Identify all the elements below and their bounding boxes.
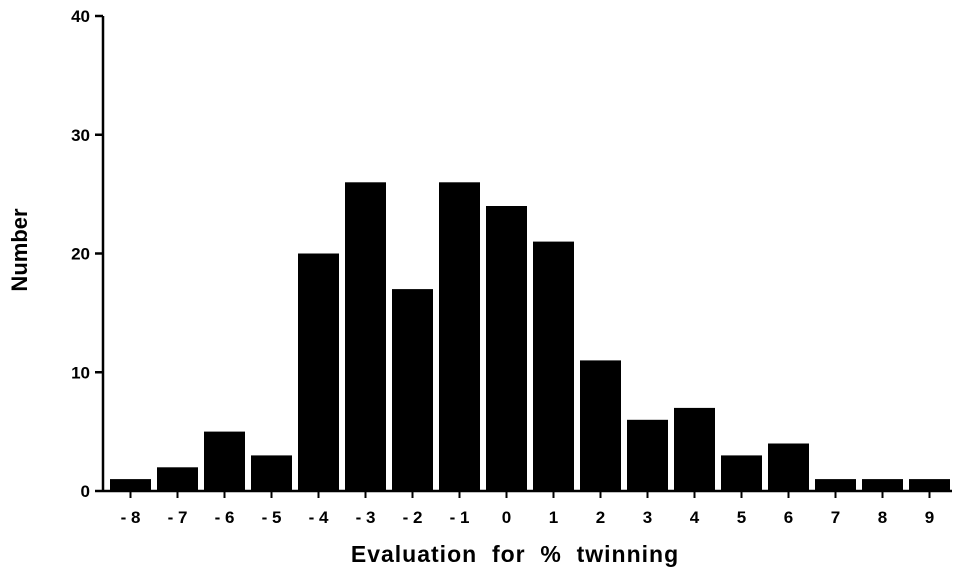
bar-3 bbox=[251, 455, 292, 491]
bar-16 bbox=[862, 479, 903, 491]
y-axis-label: Number bbox=[7, 208, 32, 292]
plot-area: 0 10 20 30 40 - 8 - 7 - 6 - 5 - 4 - 3 - 2 - 1 0 1 2 3 4 5 6… bbox=[71, 7, 952, 527]
x-tick-label-2: - 6 bbox=[215, 508, 235, 527]
bar-7 bbox=[439, 182, 480, 492]
y-tick-label-2: 20 bbox=[71, 245, 90, 264]
x-tick-label-12: 4 bbox=[690, 508, 700, 527]
x-tick-label-5: - 3 bbox=[356, 508, 376, 527]
y-tick-label-1: 10 bbox=[71, 363, 90, 382]
y-tick-label-0: 0 bbox=[81, 482, 90, 501]
x-tick-label-16: 8 bbox=[878, 508, 887, 527]
x-axis-label: Evaluation for % twinning bbox=[351, 541, 679, 567]
bar-1 bbox=[157, 467, 198, 492]
bar-8 bbox=[486, 206, 527, 491]
bar-17 bbox=[909, 479, 950, 491]
bar-15 bbox=[815, 479, 856, 491]
bar-6 bbox=[392, 289, 433, 491]
x-tick-label-17: 9 bbox=[925, 508, 934, 527]
bar-5 bbox=[345, 182, 386, 492]
bar-9 bbox=[533, 241, 574, 491]
x-tick-label-0: - 8 bbox=[121, 508, 141, 527]
bar-10 bbox=[580, 360, 621, 491]
x-tick-label-7: - 1 bbox=[450, 508, 470, 527]
bar-14 bbox=[768, 443, 809, 491]
y-tick-label-3: 30 bbox=[71, 126, 90, 145]
x-tick-label-14: 6 bbox=[784, 508, 793, 527]
x-tick-label-15: 7 bbox=[831, 508, 840, 527]
x-tick-label-11: 3 bbox=[643, 508, 652, 527]
bar-4 bbox=[298, 253, 339, 491]
x-tick-label-13: 5 bbox=[737, 508, 746, 527]
x-tick-label-8: 0 bbox=[502, 508, 511, 527]
y-tick-label-4: 40 bbox=[71, 7, 90, 26]
bar-11 bbox=[627, 419, 668, 492]
bar-2 bbox=[204, 431, 245, 491]
x-tick-label-9: 1 bbox=[549, 508, 558, 527]
bar-0 bbox=[110, 479, 151, 491]
x-tick-label-3: - 5 bbox=[262, 508, 282, 527]
x-tick-label-1: - 7 bbox=[168, 508, 188, 527]
x-tick-label-6: - 2 bbox=[403, 508, 423, 527]
bar-12 bbox=[674, 407, 715, 491]
x-tick-label-4: - 4 bbox=[309, 508, 329, 527]
bar-13 bbox=[721, 455, 762, 491]
x-tick-label-10: 2 bbox=[596, 508, 605, 527]
